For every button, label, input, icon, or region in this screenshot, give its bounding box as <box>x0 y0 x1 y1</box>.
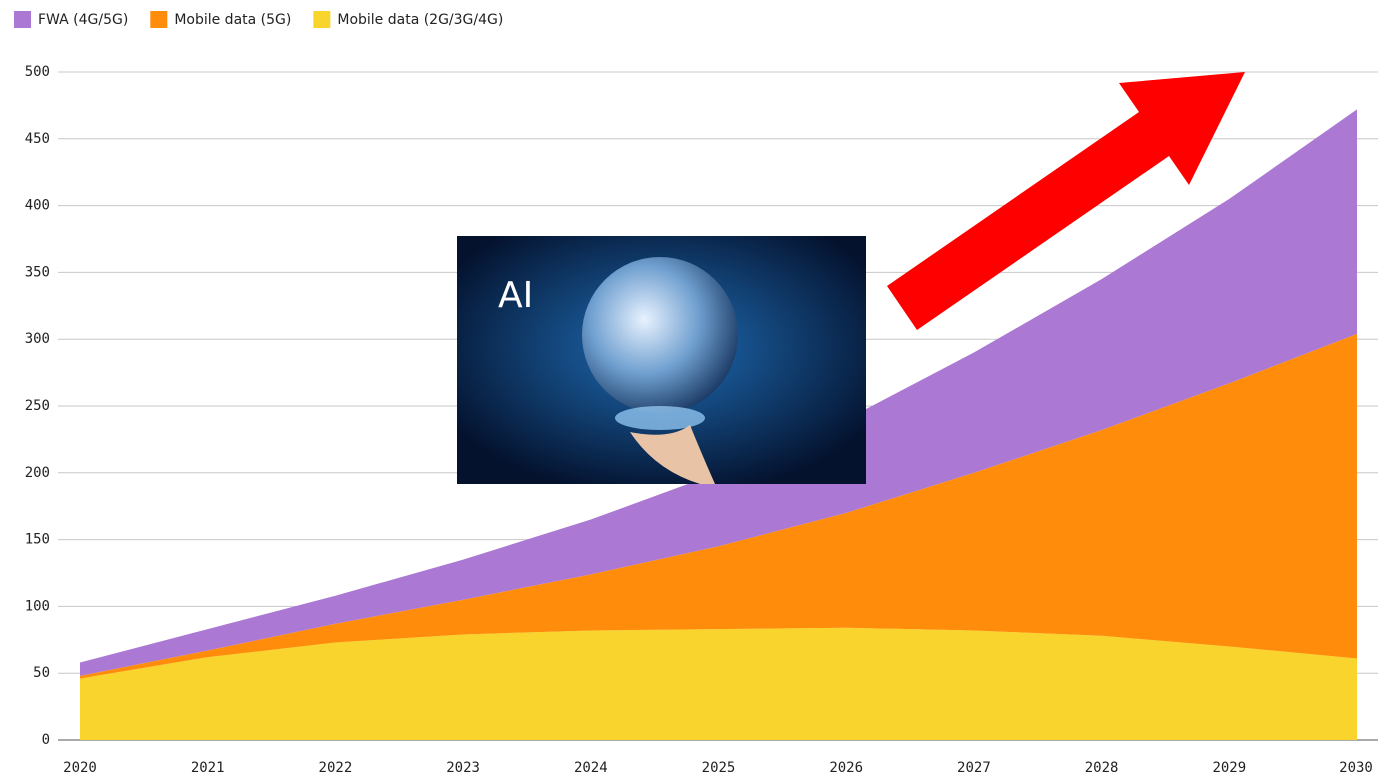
y-tick-label: 250 <box>25 398 50 414</box>
y-tick-label: 100 <box>25 598 50 614</box>
legend-label: Mobile data (5G) <box>174 12 291 28</box>
x-tick-label: 2023 <box>446 760 480 776</box>
legend-label: FWA (4G/5G) <box>38 12 128 28</box>
y-tick-label: 200 <box>25 465 50 481</box>
glow <box>615 406 705 430</box>
y-tick-label: 350 <box>25 264 50 280</box>
legend-label: Mobile data (2G/3G/4G) <box>337 12 503 28</box>
chart: 0 50 100 150 200 250 300 350 400 450 500 2020 2021 20… <box>0 0 1378 777</box>
x-tick-label: 2027 <box>957 760 991 776</box>
legend-swatch <box>313 11 330 28</box>
legend-swatch <box>14 11 31 28</box>
x-tick-label: 2020 <box>63 760 97 776</box>
x-tick-label: 2022 <box>319 760 353 776</box>
image-label: AI <box>498 275 533 316</box>
y-tick-label: 0 <box>42 732 50 748</box>
x-tick-label: 2024 <box>574 760 608 776</box>
x-tick-label: 2029 <box>1212 760 1246 776</box>
x-tick-label: 2021 <box>191 760 225 776</box>
x-tick-label: 2025 <box>702 760 736 776</box>
globe <box>582 257 738 413</box>
x-tick-label: 2026 <box>829 760 863 776</box>
x-tick-label: 2028 <box>1085 760 1119 776</box>
x-tick-label: 2030 <box>1339 760 1373 776</box>
y-tick-label: 500 <box>25 64 50 80</box>
legend-swatch <box>150 11 167 28</box>
y-tick-label: 450 <box>25 131 50 147</box>
y-tick-label: 50 <box>33 665 50 681</box>
y-tick-label: 400 <box>25 198 50 214</box>
y-tick-label: 300 <box>25 331 50 347</box>
y-tick-label: 150 <box>25 532 50 548</box>
